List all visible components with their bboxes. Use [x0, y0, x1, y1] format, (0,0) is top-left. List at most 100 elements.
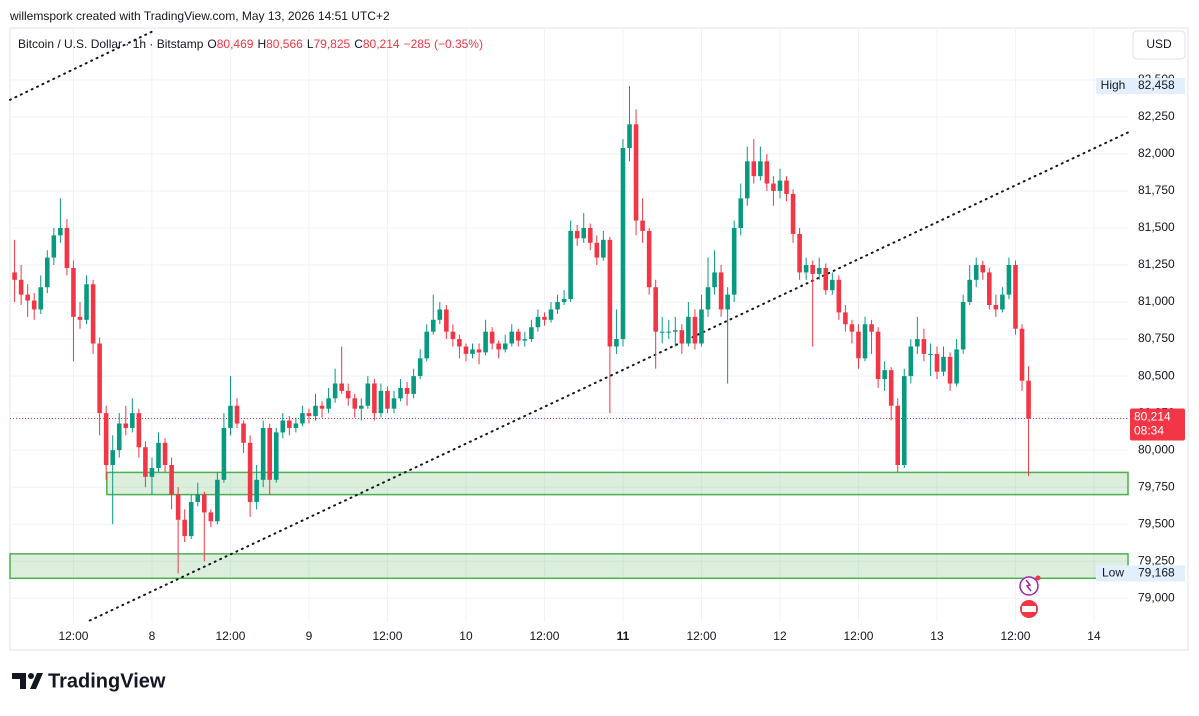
logo-dot	[28, 673, 34, 679]
candle-body	[398, 387, 403, 399]
candle-body	[437, 309, 443, 320]
candle-body	[561, 299, 567, 303]
candle-body	[947, 356, 953, 384]
candle-body	[771, 183, 776, 191]
candle-body	[699, 309, 704, 344]
candle-body	[339, 383, 344, 391]
candle-body	[823, 267, 829, 291]
candle-body	[260, 427, 266, 480]
event-icon-bolt	[1025, 579, 1032, 592]
candle-body	[463, 346, 469, 354]
countdown: 08:34	[1134, 424, 1164, 438]
trendline	[88, 131, 1129, 622]
candle-body	[25, 294, 30, 301]
candle-body	[869, 324, 874, 332]
candle-body	[267, 427, 273, 480]
candle-body	[247, 442, 253, 503]
candle-body	[790, 193, 796, 234]
y-tick-label: 79,750	[1138, 479, 1175, 493]
candle-body	[607, 239, 613, 347]
x-tick-label: 12:00	[843, 629, 873, 643]
last-price-badge	[1130, 408, 1185, 441]
candle-body	[915, 339, 920, 347]
candle-body	[509, 331, 515, 344]
candle-body	[784, 180, 789, 194]
candle-body	[758, 161, 763, 177]
candle-body	[980, 265, 986, 273]
badge-label-bg	[1096, 565, 1130, 582]
candle-body	[751, 161, 757, 177]
candle-body	[659, 331, 665, 333]
candle-body	[960, 302, 966, 350]
candle-body	[646, 230, 652, 288]
candle-body	[97, 343, 102, 414]
candle-body	[594, 242, 600, 258]
x-tick-label: 12:00	[1000, 629, 1030, 643]
candle-body	[489, 331, 495, 344]
candle-body	[77, 316, 83, 320]
candle-body	[326, 398, 331, 409]
candle-body	[64, 227, 70, 268]
candle-body	[385, 390, 390, 409]
candle-body	[476, 349, 482, 353]
candle-body	[686, 316, 691, 344]
x-tick-label: 12:00	[58, 629, 88, 643]
candle-body	[254, 479, 259, 503]
candle-body	[849, 324, 855, 332]
x-tick-label: 8	[149, 629, 156, 643]
candle-body	[162, 442, 168, 465]
flag-stripe	[1022, 606, 1036, 612]
plot	[9, 28, 1129, 622]
candle-body	[731, 227, 737, 295]
candle-body	[496, 343, 501, 350]
y-tick-label: 82,000	[1138, 146, 1175, 160]
candle-body	[352, 398, 358, 409]
candle-body	[574, 230, 580, 239]
x-tick-label: 10	[459, 629, 473, 643]
candle-body	[993, 305, 999, 310]
candle-body	[843, 312, 848, 325]
ohlc-value: 79,825	[314, 37, 351, 51]
candle-body	[895, 405, 901, 465]
candle-body	[31, 300, 37, 310]
candle-body	[587, 227, 593, 243]
logo-mark	[12, 673, 43, 689]
candle-body	[555, 302, 560, 310]
y-tick-label: 79,500	[1138, 516, 1175, 530]
candle-body	[928, 353, 933, 355]
candle-body	[457, 339, 462, 347]
candle-body	[182, 519, 187, 537]
candle-body	[987, 272, 992, 306]
legend-title: Bitcoin / U.S. Dollar · 1h · Bitstamp	[18, 37, 204, 51]
candle-body	[542, 316, 547, 320]
currency-button[interactable]	[1132, 30, 1186, 60]
candle-body	[241, 423, 246, 443]
candle-body	[875, 331, 881, 380]
candle-body	[601, 239, 606, 258]
candle-body	[143, 447, 148, 477]
candle-body	[470, 349, 475, 354]
candle-body	[830, 279, 835, 291]
candle-body	[1000, 294, 1005, 310]
y-tick-label: 81,500	[1138, 220, 1175, 234]
last-price: 80,214	[1134, 410, 1171, 424]
ohlc-value: 80,214	[363, 37, 400, 51]
badge	[1130, 565, 1185, 582]
x-tick-label: 11	[617, 629, 630, 643]
badge-label-bg	[1096, 78, 1130, 95]
event-dot	[1035, 575, 1041, 581]
candle-body	[744, 161, 750, 199]
candle-body	[90, 284, 96, 344]
candle-body	[502, 343, 508, 350]
candle-body	[620, 147, 626, 340]
currency[interactable]: USD	[1146, 37, 1172, 51]
candle-body	[666, 331, 672, 333]
badge-value: 82,458	[1138, 78, 1175, 92]
candle-body	[175, 494, 181, 520]
attribution: willemspork created with TradingView.com…	[9, 9, 390, 23]
logo: TradingView	[12, 670, 166, 692]
candle-body	[862, 324, 868, 359]
candle-body	[941, 356, 946, 372]
candle-body	[705, 287, 711, 310]
